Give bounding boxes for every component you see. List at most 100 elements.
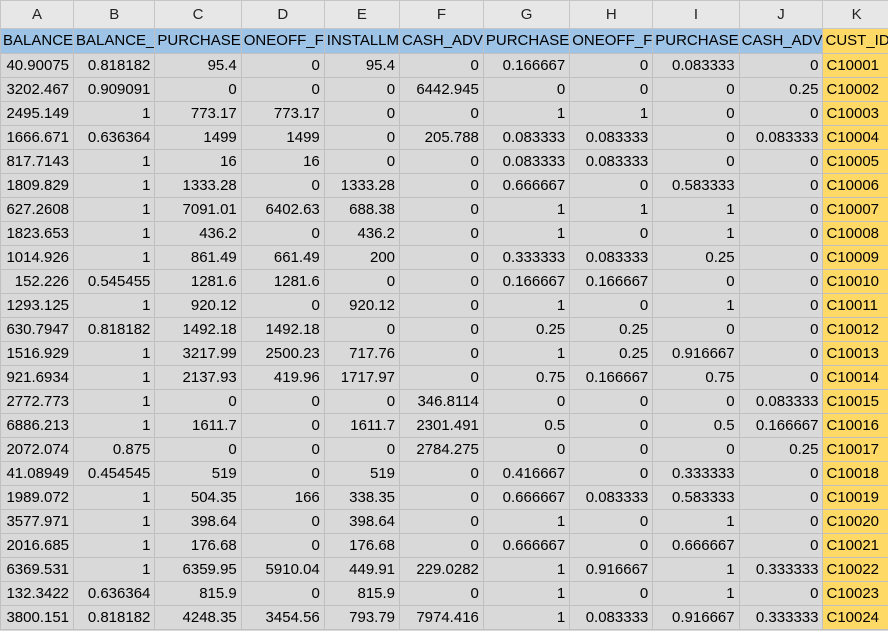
- data-cell[interactable]: 0: [399, 485, 484, 510]
- data-cell[interactable]: 0: [738, 461, 824, 486]
- data-cell[interactable]: 920.12: [323, 293, 401, 318]
- data-cell[interactable]: 0: [399, 149, 484, 174]
- data-cell[interactable]: 0.083333: [482, 125, 571, 150]
- data-cell[interactable]: 0.75: [482, 365, 571, 390]
- data-cell[interactable]: 166: [240, 485, 325, 510]
- data-cell[interactable]: 0.5: [652, 413, 740, 438]
- data-cell[interactable]: 0: [323, 149, 401, 174]
- data-cell[interactable]: 346.8114: [399, 389, 484, 414]
- data-cell[interactable]: 1: [73, 173, 156, 198]
- data-cell[interactable]: 1611.7: [323, 413, 401, 438]
- data-cell[interactable]: 0.083333: [569, 485, 654, 510]
- data-cell[interactable]: 0.636364: [73, 125, 156, 150]
- cust-id-cell[interactable]: C10001: [822, 53, 888, 78]
- data-cell[interactable]: 1: [73, 149, 156, 174]
- data-cell[interactable]: 0: [569, 293, 654, 318]
- data-cell[interactable]: 1: [73, 101, 156, 126]
- data-cell[interactable]: 627.2608: [0, 197, 75, 222]
- data-cell[interactable]: 0.083333: [569, 149, 654, 174]
- cust-id-cell[interactable]: C10020: [822, 509, 888, 534]
- data-cell[interactable]: 0.083333: [482, 149, 571, 174]
- data-cell[interactable]: 0: [399, 317, 484, 342]
- data-cell[interactable]: 0.083333: [738, 125, 824, 150]
- data-cell[interactable]: 0.25: [569, 317, 654, 342]
- data-cell[interactable]: 1492.18: [154, 317, 242, 342]
- data-cell[interactable]: 0: [569, 509, 654, 534]
- data-cell[interactable]: 2072.074: [0, 437, 75, 462]
- data-cell[interactable]: 1809.829: [0, 173, 75, 198]
- header-cell-d[interactable]: ONEOFF_F: [240, 28, 325, 54]
- data-cell[interactable]: 0: [569, 461, 654, 486]
- data-cell[interactable]: 1516.929: [0, 341, 75, 366]
- data-cell[interactable]: 0: [240, 437, 325, 462]
- data-cell[interactable]: 0: [738, 317, 824, 342]
- data-cell[interactable]: 630.7947: [0, 317, 75, 342]
- data-cell[interactable]: 1281.6: [240, 269, 325, 294]
- data-cell[interactable]: 0.083333: [738, 389, 824, 414]
- data-cell[interactable]: 436.2: [154, 221, 242, 246]
- data-cell[interactable]: 0: [323, 125, 401, 150]
- data-cell[interactable]: 0: [154, 77, 242, 102]
- data-cell[interactable]: 0: [399, 269, 484, 294]
- data-cell[interactable]: 0: [652, 269, 740, 294]
- column-letter-c[interactable]: C: [154, 0, 242, 29]
- cust-id-cell[interactable]: C10012: [822, 317, 888, 342]
- data-cell[interactable]: 0: [399, 509, 484, 534]
- column-letter-h[interactable]: H: [569, 0, 654, 29]
- data-cell[interactable]: 0.166667: [482, 269, 571, 294]
- data-cell[interactable]: 0: [399, 341, 484, 366]
- data-cell[interactable]: 0: [240, 413, 325, 438]
- data-cell[interactable]: 0: [399, 581, 484, 606]
- cust-id-cell[interactable]: C10022: [822, 557, 888, 582]
- data-cell[interactable]: 0: [240, 221, 325, 246]
- data-cell[interactable]: 0: [569, 437, 654, 462]
- data-cell[interactable]: 0.083333: [569, 125, 654, 150]
- data-cell[interactable]: 419.96: [240, 365, 325, 390]
- data-cell[interactable]: 6886.213: [0, 413, 75, 438]
- data-cell[interactable]: 1: [73, 557, 156, 582]
- data-cell[interactable]: 0: [399, 293, 484, 318]
- cust-id-cell[interactable]: C10010: [822, 269, 888, 294]
- data-cell[interactable]: 1: [482, 581, 571, 606]
- cust-id-cell[interactable]: C10013: [822, 341, 888, 366]
- data-cell[interactable]: 0.666667: [482, 533, 571, 558]
- data-cell[interactable]: 0: [240, 77, 325, 102]
- data-cell[interactable]: 2500.23: [240, 341, 325, 366]
- data-cell[interactable]: 0: [738, 293, 824, 318]
- data-cell[interactable]: 3202.467: [0, 77, 75, 102]
- data-cell[interactable]: 3800.151: [0, 605, 75, 630]
- data-cell[interactable]: 1: [482, 101, 571, 126]
- data-cell[interactable]: 0.25: [738, 437, 824, 462]
- data-cell[interactable]: 6369.531: [0, 557, 75, 582]
- data-cell[interactable]: 0.666667: [482, 173, 571, 198]
- data-cell[interactable]: 6359.95: [154, 557, 242, 582]
- data-cell[interactable]: 1: [73, 389, 156, 414]
- data-cell[interactable]: 773.17: [154, 101, 242, 126]
- column-letter-g[interactable]: G: [482, 0, 571, 29]
- data-cell[interactable]: 861.49: [154, 245, 242, 270]
- data-cell[interactable]: 0: [323, 317, 401, 342]
- data-cell[interactable]: 815.9: [154, 581, 242, 606]
- data-cell[interactable]: 3217.99: [154, 341, 242, 366]
- data-cell[interactable]: 0: [652, 437, 740, 462]
- data-cell[interactable]: 0: [569, 389, 654, 414]
- data-cell[interactable]: 0: [738, 341, 824, 366]
- column-letter-j[interactable]: J: [738, 0, 824, 29]
- data-cell[interactable]: 0: [399, 461, 484, 486]
- data-cell[interactable]: 1823.653: [0, 221, 75, 246]
- data-cell[interactable]: 1: [73, 245, 156, 270]
- data-cell[interactable]: 1: [482, 557, 571, 582]
- cust-id-cell[interactable]: C10021: [822, 533, 888, 558]
- data-cell[interactable]: 0.916667: [652, 605, 740, 630]
- header-cell-j[interactable]: CASH_ADV: [738, 28, 824, 54]
- data-cell[interactable]: 0: [240, 53, 325, 78]
- data-cell[interactable]: 1: [73, 485, 156, 510]
- data-cell[interactable]: 0: [240, 533, 325, 558]
- data-cell[interactable]: 0: [652, 125, 740, 150]
- data-cell[interactable]: 1: [652, 197, 740, 222]
- data-cell[interactable]: 1492.18: [240, 317, 325, 342]
- data-cell[interactable]: 1: [73, 413, 156, 438]
- data-cell[interactable]: 0: [323, 101, 401, 126]
- data-cell[interactable]: 0: [569, 53, 654, 78]
- data-cell[interactable]: 0.333333: [482, 245, 571, 270]
